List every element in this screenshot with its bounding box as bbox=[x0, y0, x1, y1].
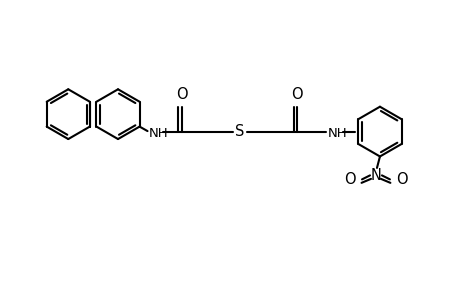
Text: O: O bbox=[395, 172, 407, 187]
Text: S: S bbox=[235, 124, 244, 139]
Text: O: O bbox=[344, 172, 355, 187]
Text: N: N bbox=[370, 168, 381, 183]
Text: O: O bbox=[176, 87, 187, 102]
Text: O: O bbox=[291, 87, 302, 102]
Text: NH: NH bbox=[327, 127, 347, 140]
Text: NH: NH bbox=[148, 127, 168, 140]
